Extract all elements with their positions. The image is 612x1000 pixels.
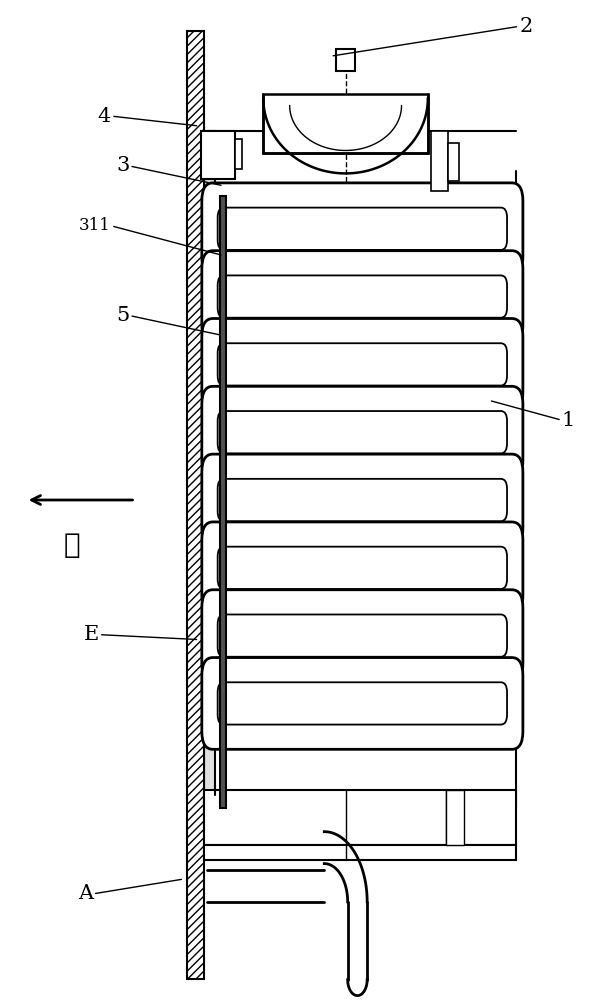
Text: 3: 3 [116,156,129,175]
Bar [201,131,235,179]
FancyBboxPatch shape [218,343,507,386]
Text: 311: 311 [79,217,111,234]
Bar [336,49,356,71]
FancyBboxPatch shape [202,183,523,275]
FancyBboxPatch shape [202,658,523,749]
Bar [431,131,448,191]
FancyBboxPatch shape [202,386,523,478]
FancyBboxPatch shape [218,208,507,250]
Text: 5: 5 [116,306,129,325]
Bar [446,790,465,845]
Bar [187,31,204,979]
Bar [204,790,516,845]
FancyBboxPatch shape [202,251,523,342]
Bar [204,845,516,860]
FancyBboxPatch shape [218,547,507,589]
FancyBboxPatch shape [202,522,523,614]
FancyBboxPatch shape [218,614,507,657]
FancyBboxPatch shape [202,454,523,546]
FancyBboxPatch shape [218,479,507,521]
FancyBboxPatch shape [218,275,507,318]
Text: 墙: 墙 [63,531,80,559]
Text: E: E [84,625,99,644]
FancyBboxPatch shape [218,682,507,725]
Bar [235,139,242,169]
FancyBboxPatch shape [218,411,507,453]
Bar [263,94,428,153]
Bar [448,143,459,181]
Bar [187,31,204,979]
FancyBboxPatch shape [202,590,523,681]
Text: 1: 1 [562,411,575,430]
Text: A: A [78,884,93,903]
Bar [220,196,226,808]
FancyBboxPatch shape [202,319,523,410]
Bar [204,131,215,849]
Text: 4: 4 [98,107,111,126]
Text: 2: 2 [519,17,532,36]
